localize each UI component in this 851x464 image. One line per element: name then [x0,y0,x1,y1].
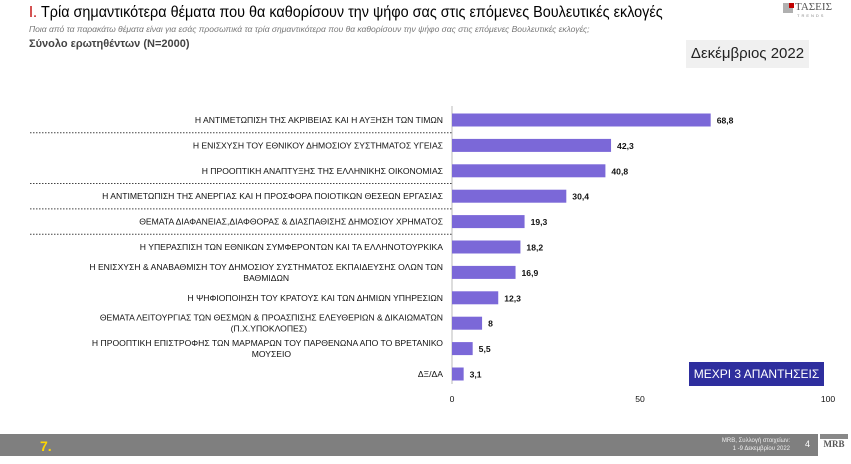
taseis-logo: ΤΑΣΕΙΣ TRENDS [783,1,843,21]
category-label: Η ΑΝΤΙΜΕΤΩΠΙΣΗ ΤΗΣ ΑΚΡΙΒΕΙΑΣ ΚΑΙ Η ΑΥΞΗΣ… [195,115,443,125]
data-label: 19,3 [531,217,548,227]
page-number: 4 [805,439,811,449]
x-tick-label: 50 [635,394,645,404]
bar [452,189,567,203]
bar [452,291,499,305]
date-badge: Δεκέμβριος 2022 [686,40,809,68]
data-label: 16,9 [522,268,539,278]
category-label: ΘΕΜΑΤΑ ΔΙΑΦΑΝΕΙΑΣ,ΔΙΑΦΘΟΡΑΣ & ΔΙΑΣΠΑΘΙΣΗ… [139,217,443,227]
source-note: MRB, Συλλογή στοιχείων: 1 -9 Δεκεμβρίου 2… [721,438,790,452]
x-tick-label: 100 [821,394,836,404]
category-label: Η ΠΡΟΟΠΤΙΚΗ ΕΠΙΣΤΡΟΦΗΣ ΤΩΝ ΜΑΡΜΑΡΩΝ ΤΟΥ … [92,338,443,348]
category-label: Η ΥΠΕΡΑΣΠΙΣΗ ΤΩΝ ΕΘΝΙΚΩΝ ΣΥΜΦΕΡΟΝΤΩΝ ΚΑΙ… [140,242,443,252]
category-label: (Π.Χ.ΥΠΟΚΛΟΠΕΣ) [231,324,307,334]
sample-base: Σύνολο ερωτηθέντων (N=2000) [29,38,190,50]
bar [452,215,525,229]
bar [452,138,612,152]
category-label: Η ΑΝΤΙΜΕΤΩΠΙΣΗ ΤΗΣ ΑΝΕΡΓΙΑΣ ΚΑΙ Η ΠΡΟΣΦΟ… [102,191,443,201]
mrb-logo: MRB [820,434,848,458]
category-label: ΔΞ/ΔΑ [418,369,443,379]
category-label: Η ΕΝΙΣΧΥΣΗ ΤΟΥ ΕΘΝΙΚΟΥ ΔΗΜΟΣΙΟΥ ΣΥΣΤΗΜΑΤ… [193,140,443,150]
bar [452,367,464,381]
bar [452,113,711,127]
data-label: 40,8 [611,166,628,176]
bar [452,164,606,178]
bar [452,240,521,254]
bar-chart: 68,8 Η ΑΝΤΙΜΕΤΩΠΙΣΗ ΤΗΣ ΑΚΡΙΒΕΙΑΣ ΚΑΙ Η Α… [30,106,836,404]
x-tick-label: 0 [450,394,455,404]
bar [452,342,473,356]
data-label: 42,3 [617,141,634,151]
data-label: 12,3 [504,293,521,303]
page-title: I. Τρία σημαντικότερα θέματα που θα καθο… [29,4,663,21]
category-label: ΘΕΜΑΤΑ ΛΕΙΤΟΥΡΓΙΑΣ ΤΩΝ ΘΕΣΜΩΝ & ΠΡΟΑΣΠΙΣ… [100,313,443,323]
category-label: Η ΕΝΙΣΧΥΣΗ & ΑΝΑΒΑΘΜΙΣΗ ΤΟΥ ΔΗΜΟΣΙΟΥ ΣΥΣ… [89,262,443,272]
data-label: 30,4 [572,192,589,202]
data-label: 5,5 [479,344,491,354]
category-label: Η ΠΡΟΟΠΤΙΚΗ ΑΝΑΠΤΥΞΗΣ ΤΗΣ ΕΛΛΗΝΙΚΗΣ ΟΙΚΟ… [202,166,443,176]
data-label: 3,1 [470,370,482,380]
footer-bar [0,434,818,456]
data-label: 68,8 [717,116,734,126]
data-label: 18,2 [526,243,543,253]
category-label: ΜΟΥΣΕΙΟ [252,349,292,359]
category-label: ΒΑΘΜΙΔΩΝ [243,273,289,283]
max-answers-badge: ΜΕΧΡΙ 3 ΑΠΑΝΤΗΣΕΙΣ [689,362,824,386]
data-label: 8 [488,319,493,329]
category-label: Η ΨΗΦΙΟΠΟΙΗΣΗ ΤΟΥ ΚΡΑΤΟΥΣ ΚΑΙ ΤΩΝ ΔΗΜΙΩΝ… [188,293,443,303]
bar [452,316,483,330]
question-text: Ποια από τα παρακάτω θέματα είναι για εσ… [29,24,590,34]
section-number: 7. [40,438,52,454]
bar [452,265,516,279]
